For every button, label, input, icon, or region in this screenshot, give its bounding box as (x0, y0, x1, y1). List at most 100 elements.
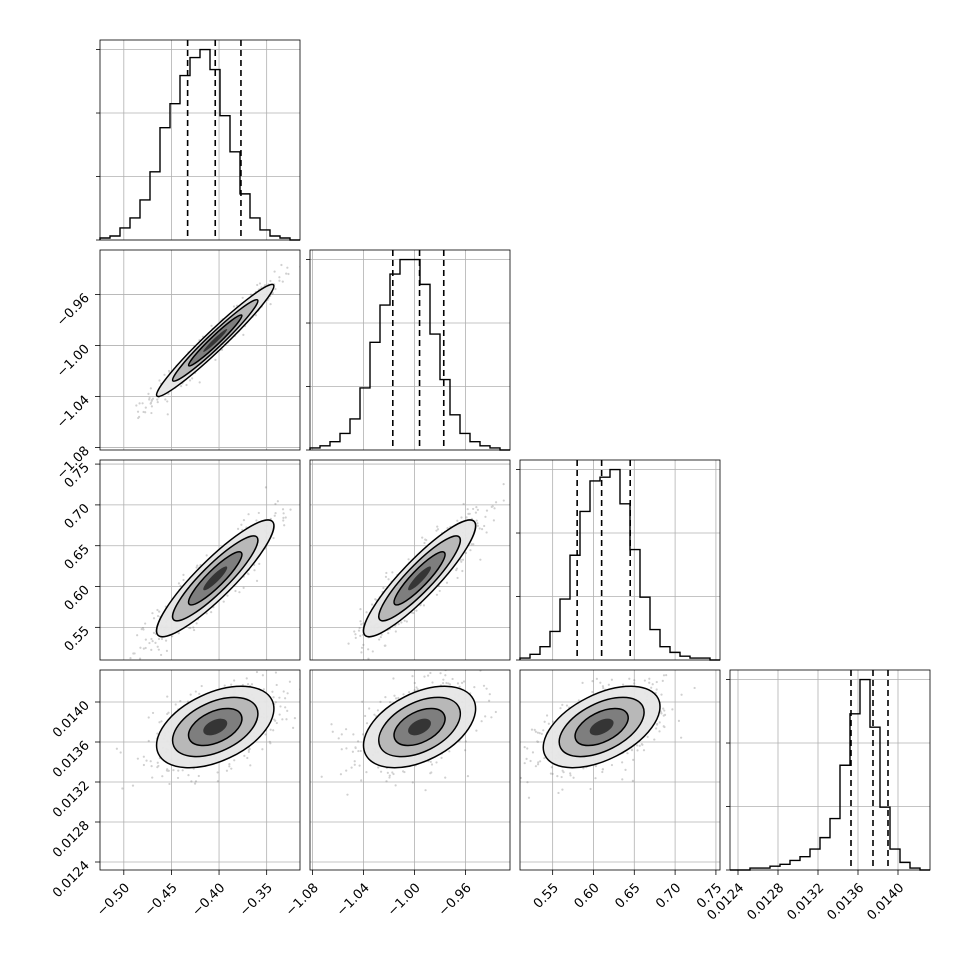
x-tick-label: 0.0140 (864, 881, 907, 924)
scatter-point (461, 558, 465, 561)
scatter-point (542, 729, 545, 732)
scatter-point (197, 774, 200, 778)
scatter-point (158, 610, 161, 613)
scatter-point (282, 516, 285, 519)
scatter-point (151, 397, 155, 400)
scatter-point (473, 686, 476, 689)
scatter-point (278, 279, 281, 282)
scatter-point (445, 681, 448, 685)
scatter-point (274, 701, 277, 704)
scatter-point (543, 720, 546, 723)
scatter-point (423, 541, 426, 545)
scatter-point (526, 781, 529, 784)
density-contour (408, 566, 432, 591)
scatter-point (284, 516, 287, 519)
scatter-point (360, 646, 364, 649)
histogram-panel-3 (726, 669, 931, 871)
scatter-point (413, 681, 416, 685)
scatter-point (274, 502, 277, 506)
scatter-point (190, 780, 193, 783)
density-content (347, 483, 505, 660)
scatter-point (388, 774, 391, 777)
scatter-point (680, 693, 683, 696)
scatter-point (388, 776, 391, 779)
panel-frame (99, 39, 301, 241)
scatter-point (475, 506, 478, 509)
scatter-point (158, 721, 161, 724)
scatter-point (238, 591, 241, 594)
scatter-point (371, 650, 374, 653)
scatter-point (607, 683, 610, 686)
scatter-point (472, 655, 474, 657)
scatter-point (677, 719, 681, 722)
density-contour (408, 718, 432, 736)
scatter-point (626, 752, 629, 755)
scatter-point (424, 789, 427, 792)
scatter-point (260, 286, 263, 289)
scatter-point (236, 527, 240, 530)
scatter-point (655, 688, 658, 691)
scatter-point (132, 652, 135, 655)
scatter-point (436, 525, 439, 528)
scatter-point (595, 677, 598, 680)
scatter-point (379, 700, 382, 703)
scatter-point (156, 645, 159, 648)
scatter-point (151, 711, 155, 715)
scatter-point (581, 681, 584, 684)
scatter-point (151, 612, 154, 615)
scatter-point (269, 728, 272, 731)
scatter-point (154, 641, 157, 645)
density-content (520, 674, 696, 799)
scatter-point (402, 693, 405, 696)
panel-frame (99, 669, 301, 871)
scatter-point (407, 691, 411, 694)
scatter-point (282, 519, 285, 522)
scatter-point (250, 683, 254, 686)
scatter-point (274, 512, 277, 515)
scatter-point (523, 762, 526, 765)
y-tick-label: 0.60 (62, 583, 93, 614)
scatter-point (168, 782, 171, 786)
scatter-point (569, 772, 572, 775)
scatter-point (407, 558, 410, 561)
scatter-point (191, 377, 194, 380)
scatter-point (156, 766, 159, 769)
scatter-point (387, 578, 390, 581)
scatter-point (158, 379, 161, 382)
scatter-point (459, 558, 462, 561)
scatter-point (216, 771, 219, 774)
scatter-point (442, 678, 445, 681)
panel-frame (99, 249, 301, 451)
scatter-point (142, 410, 145, 414)
scatter-point (192, 626, 195, 629)
scatter-point (536, 740, 539, 743)
scatter-point (200, 684, 203, 688)
scatter-point (412, 611, 415, 615)
grid-lines (100, 250, 300, 450)
density-content (118, 486, 292, 660)
scatter-point (148, 398, 151, 401)
scatter-point (602, 686, 605, 690)
scatter-point (261, 674, 264, 677)
scatter-point (285, 718, 288, 721)
scatter-point (150, 637, 153, 641)
scatter-point (292, 726, 295, 729)
scatter-point (147, 392, 150, 395)
scatter-point (136, 410, 140, 413)
scatter-point (419, 604, 422, 607)
scatter-point (638, 744, 641, 747)
scatter-point (346, 793, 349, 796)
x-tick-label: 0.0128 (744, 881, 787, 924)
scatter-point (233, 679, 236, 682)
scatter-point (628, 677, 631, 680)
scatter-point (360, 623, 363, 626)
scatter-point (446, 527, 449, 530)
scatter-point (272, 536, 275, 540)
scatter-point (475, 729, 478, 732)
scatter-point (380, 633, 383, 636)
scatter-point (621, 761, 624, 764)
scatter-point (448, 683, 452, 686)
scatter-point (601, 768, 604, 771)
scatter-point (269, 279, 272, 283)
